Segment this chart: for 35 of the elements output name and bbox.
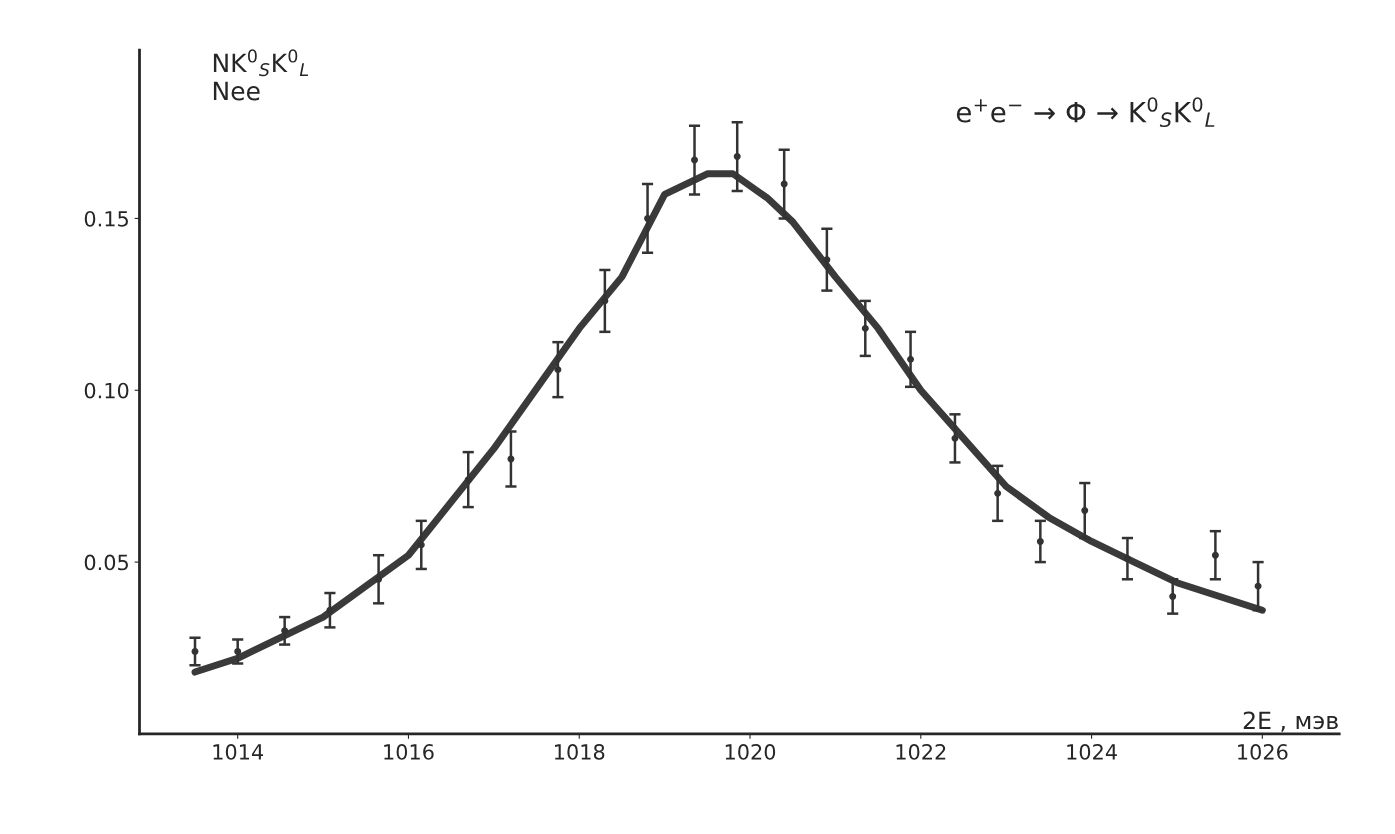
y-tick-label: 0.10	[84, 382, 129, 399]
x-tick-label: 1022	[896, 744, 946, 760]
point	[601, 297, 609, 305]
x-tick-label: 1018	[555, 744, 605, 760]
point	[554, 366, 562, 374]
point	[823, 256, 831, 264]
point	[733, 153, 741, 161]
point	[1254, 582, 1262, 590]
y-tick-label: 0.15	[84, 210, 128, 227]
text: e$^{+}$e$^{−}$ → Φ → K$^{0}$$_{S}$K$^{0}$$_{L}$	[956, 97, 1215, 128]
point	[1123, 555, 1131, 563]
point	[234, 647, 242, 655]
point	[1211, 551, 1219, 559]
point	[1036, 537, 1044, 545]
point	[994, 489, 1002, 497]
x-axis-title: 2E , мэв	[1243, 711, 1338, 732]
point	[375, 575, 383, 583]
point	[191, 647, 199, 655]
point	[691, 156, 698, 164]
point	[1169, 592, 1177, 600]
x-tick-label: 1014	[213, 744, 264, 760]
point	[907, 355, 915, 363]
x-tick-label: 1026	[1238, 744, 1288, 760]
x-tick-label: 1016	[384, 744, 434, 760]
point	[326, 606, 334, 614]
x-tick-label: 1024	[1067, 744, 1117, 760]
point	[644, 214, 652, 222]
point	[1081, 507, 1089, 515]
text: NK$^{0}$$_{S}$K$^{0}$$_{L}$ Nee	[213, 49, 309, 101]
point	[780, 180, 788, 188]
point	[951, 434, 959, 442]
y-tick-label: 0.05	[84, 554, 128, 571]
point	[417, 541, 425, 549]
point	[861, 324, 869, 332]
x-tick-label: 1020	[725, 744, 776, 760]
